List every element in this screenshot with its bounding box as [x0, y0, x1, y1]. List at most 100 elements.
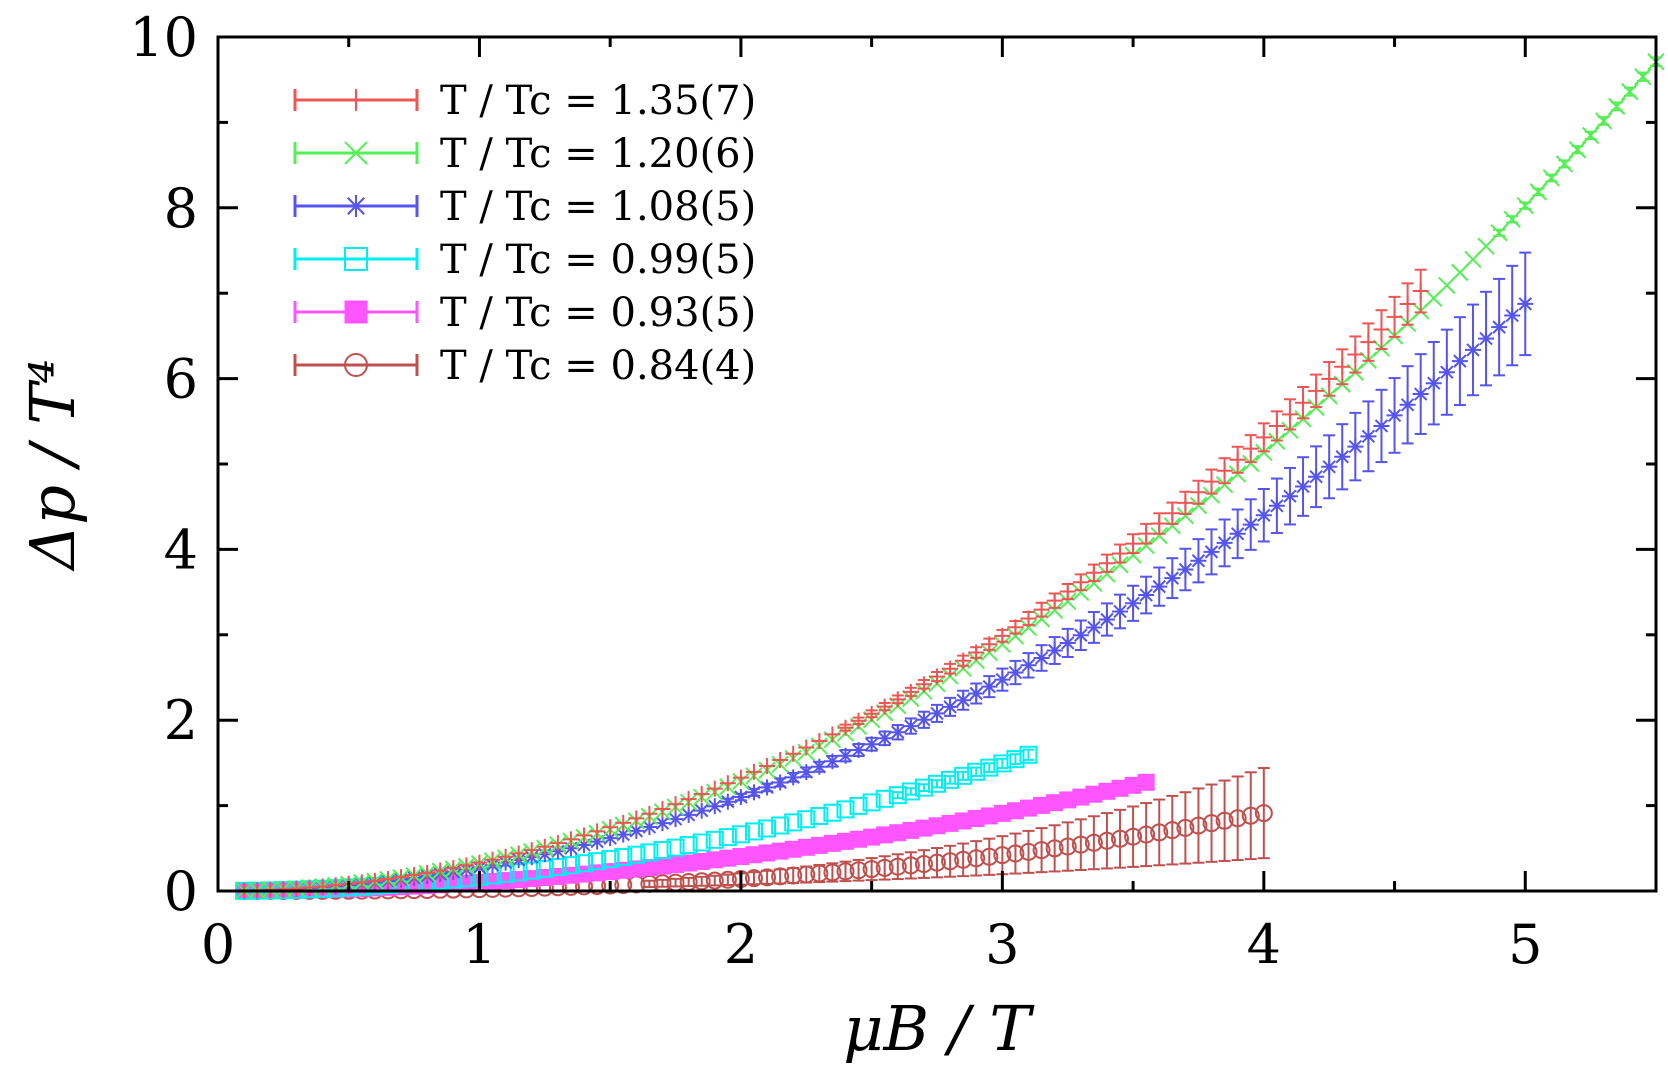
marker-cross — [1019, 618, 1038, 637]
marker-cross — [1568, 141, 1587, 159]
marker-circle-open — [705, 871, 724, 890]
marker-cross — [1111, 556, 1129, 574]
marker-circle-open — [718, 870, 737, 889]
x-tick-label: 2 — [724, 913, 758, 976]
marker-asterisk — [1361, 429, 1376, 444]
marker-asterisk — [812, 760, 827, 774]
series — [236, 268, 1429, 899]
marker-cross — [1595, 112, 1613, 130]
marker-asterisk — [1348, 439, 1363, 454]
legend-entry: T / Tc = 0.99(5) — [293, 237, 756, 283]
marker-asterisk — [347, 197, 365, 215]
x-tick-labels: 0 1 2 3 4 5 — [201, 913, 1543, 976]
marker-circle-open — [823, 863, 842, 882]
x-tick-label: 1 — [462, 913, 496, 976]
marker-circle-open — [344, 353, 368, 377]
marker-circle-open — [875, 858, 894, 877]
marker-asterisk — [1283, 489, 1297, 503]
marker-asterisk — [721, 794, 735, 809]
marker-square-open — [614, 847, 633, 866]
marker-asterisk — [1165, 571, 1180, 585]
marker-cross — [1503, 210, 1521, 229]
marker-circle-open — [1084, 833, 1103, 852]
marker-asterisk — [1034, 651, 1049, 665]
marker-square-open — [810, 807, 829, 826]
legend-entry: T / Tc = 0.93(5) — [293, 290, 756, 336]
marker-asterisk — [1387, 408, 1402, 423]
marker-circle-open — [888, 857, 907, 876]
marker-asterisk — [838, 749, 853, 763]
marker-asterisk — [1061, 636, 1075, 650]
marker-cross — [1634, 68, 1652, 86]
marker-circle-open — [1006, 844, 1025, 863]
marker-square-open — [344, 247, 368, 271]
marker-circle-open — [954, 850, 973, 869]
marker-cross — [1006, 627, 1025, 645]
marker-circle-open — [1097, 831, 1116, 850]
marker-square-open — [627, 845, 646, 864]
marker-asterisk — [655, 816, 670, 830]
marker-circle-open — [849, 861, 868, 880]
marker-asterisk — [1453, 354, 1467, 368]
marker-square-open — [692, 833, 711, 852]
marker-asterisk — [1518, 297, 1532, 311]
axis-ticks — [218, 37, 1656, 891]
y-axis-title: Δp / T⁴ — [16, 359, 89, 572]
marker-asterisk — [1244, 517, 1258, 532]
marker-cross — [1516, 196, 1534, 215]
marker-square-filled — [1137, 773, 1155, 791]
marker-asterisk — [825, 754, 840, 769]
marker-asterisk — [708, 799, 722, 813]
marker-cross — [1215, 475, 1234, 494]
marker-square-open — [640, 843, 659, 862]
marker-square-open — [849, 796, 868, 815]
marker-cross — [344, 141, 368, 165]
marker-asterisk — [1374, 419, 1389, 433]
marker-circle-open — [1137, 825, 1156, 844]
marker-circle-open — [1032, 841, 1051, 860]
marker-square-open — [1019, 745, 1038, 764]
marker-asterisk — [1113, 604, 1127, 619]
marker-square-filled — [344, 300, 368, 324]
y-tick-labels: 0 2 4 6 8 10 — [129, 6, 198, 923]
marker-circle-open — [928, 853, 946, 872]
marker-cross — [1072, 583, 1090, 602]
marker-circle-open — [862, 860, 881, 879]
marker-circle-open — [1202, 814, 1221, 833]
marker-circle-open — [1215, 811, 1234, 830]
marker-circle-open — [941, 852, 960, 871]
marker-circle-open — [1071, 835, 1090, 854]
x-tick-label: 5 — [1508, 913, 1542, 976]
marker-square-open — [744, 822, 763, 841]
marker-circle-open — [1189, 816, 1208, 835]
marker-asterisk — [1100, 612, 1114, 627]
marker-cross — [1542, 169, 1561, 187]
marker-asterisk — [891, 725, 905, 739]
y-tick-label: 6 — [164, 348, 198, 411]
marker-asterisk — [747, 785, 761, 800]
marker-circle-open — [967, 849, 986, 868]
marker-square-open — [823, 803, 842, 822]
y-tick-label: 10 — [129, 6, 198, 69]
marker-asterisk — [1257, 508, 1271, 522]
legend-label: T / Tc = 0.93(5) — [440, 290, 756, 336]
marker-square-open — [561, 856, 580, 875]
y-tick-label: 8 — [164, 177, 198, 240]
marker-asterisk — [1309, 470, 1323, 484]
marker-asterisk — [786, 770, 800, 785]
marker-square-open — [588, 852, 607, 871]
marker-circle-open — [1176, 818, 1195, 837]
legend-entry: T / Tc = 1.35(7) — [293, 78, 756, 124]
marker-cross — [1150, 527, 1168, 545]
marker-asterisk — [1139, 588, 1153, 602]
marker-asterisk — [734, 790, 748, 804]
marker-asterisk — [1479, 331, 1493, 346]
marker-asterisk — [1440, 365, 1454, 379]
marker-cross — [1098, 565, 1116, 583]
marker-asterisk — [1466, 343, 1480, 357]
marker-circle-open — [1019, 842, 1038, 861]
y-tick-label: 2 — [164, 689, 198, 752]
marker-square-open — [771, 816, 790, 835]
